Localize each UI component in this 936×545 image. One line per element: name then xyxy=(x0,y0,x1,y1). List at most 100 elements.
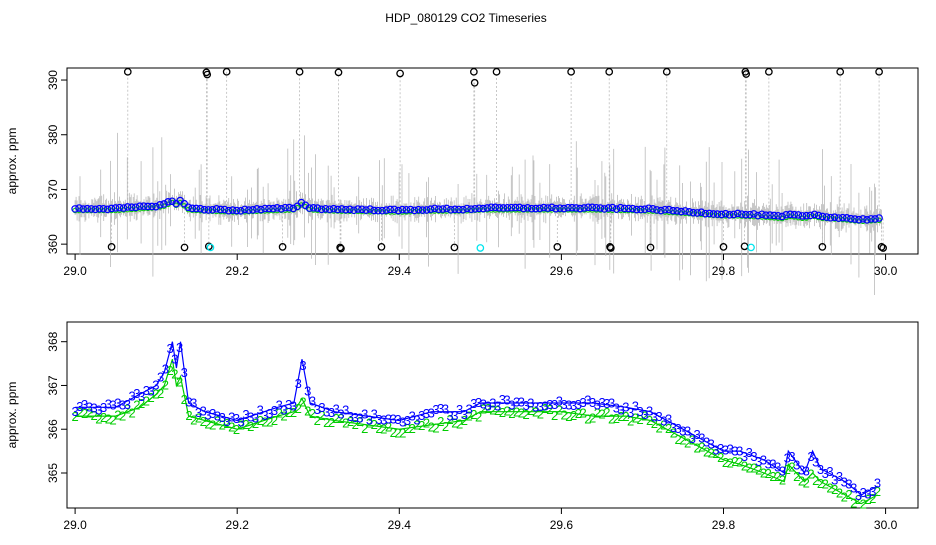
series-marker: 3 xyxy=(309,393,316,408)
blue-point xyxy=(830,213,839,221)
outlier-point xyxy=(606,244,615,252)
series-marker: 2 xyxy=(803,475,810,490)
series-marker: 2 xyxy=(594,406,601,421)
series-marker: 2 xyxy=(342,415,349,430)
blue-point xyxy=(818,212,827,221)
series-marker: 3 xyxy=(532,400,539,415)
blue-point xyxy=(390,205,399,214)
blue-point xyxy=(681,207,689,215)
series-marker: 2 xyxy=(665,421,672,436)
blue-point xyxy=(774,211,782,220)
series-marker: 3 xyxy=(746,445,753,460)
series-marker: 3 xyxy=(276,398,283,413)
blue-point xyxy=(794,211,803,219)
series-marker: 2 xyxy=(518,406,525,421)
series-marker: 3 xyxy=(442,401,449,416)
series-marker: 3 xyxy=(152,377,159,392)
series-marker: 2 xyxy=(641,409,648,424)
series-marker: 3 xyxy=(836,469,843,484)
series-marker: 2 xyxy=(228,420,235,435)
blue-point xyxy=(87,205,96,213)
series-marker: 3 xyxy=(646,404,653,419)
blue-point xyxy=(746,210,754,219)
series-marker: 3 xyxy=(432,402,439,417)
blue-point xyxy=(649,204,657,213)
series-marker: 3 xyxy=(817,462,824,477)
blue-point xyxy=(798,212,807,220)
x-tick-label: 29.0 xyxy=(63,518,87,532)
series-marker: 2 xyxy=(765,466,772,481)
series-marker: 3 xyxy=(470,396,477,411)
series-marker: 3 xyxy=(779,463,786,478)
blue-point xyxy=(115,203,124,212)
blue-point xyxy=(366,205,374,213)
series-marker: 3 xyxy=(655,409,662,424)
top-smoothed-series xyxy=(71,196,883,225)
outlier-point xyxy=(396,69,404,78)
series-marker: 3 xyxy=(451,408,458,423)
blue-point xyxy=(717,210,726,219)
series-marker: 3 xyxy=(689,431,696,446)
outlier-point xyxy=(278,243,287,251)
series-marker: 3 xyxy=(812,455,819,470)
blue-point xyxy=(790,210,799,219)
blue-point xyxy=(713,210,722,218)
y-tick-label: 367 xyxy=(46,375,60,395)
series-marker: 3 xyxy=(242,407,249,422)
series-marker: 2 xyxy=(290,405,297,420)
blue-point xyxy=(770,211,778,220)
outlier-point xyxy=(646,243,655,252)
outlier-point xyxy=(123,67,132,76)
series-marker: 3 xyxy=(622,399,629,414)
blue-point xyxy=(697,208,706,216)
series-marker: 3 xyxy=(81,397,88,412)
series-marker: 3 xyxy=(807,449,814,464)
bottom-series-lines xyxy=(75,341,878,505)
series-marker: 3 xyxy=(200,403,207,418)
series-marker: 2 xyxy=(727,456,734,471)
blue-point xyxy=(350,206,358,215)
series-marker: 3 xyxy=(546,397,553,412)
series-marker: 2 xyxy=(247,419,254,434)
blue-point xyxy=(665,205,673,214)
blue-point xyxy=(806,211,815,220)
blue-point xyxy=(855,215,863,224)
series-marker: 3 xyxy=(594,397,601,412)
series-marker: 3 xyxy=(518,394,525,409)
series-marker: 3 xyxy=(176,340,183,355)
series-marker: 2 xyxy=(807,467,814,482)
series-marker: 2 xyxy=(575,406,582,421)
blue-point xyxy=(588,203,597,212)
series-marker: 3 xyxy=(105,397,112,412)
outlier-point xyxy=(662,67,671,76)
outlier-point xyxy=(204,242,213,251)
series-marker: 2 xyxy=(176,375,183,390)
series-marker: 2 xyxy=(831,482,838,497)
series-marker: 3 xyxy=(223,414,230,429)
series-marker: 2 xyxy=(432,420,439,435)
series-marker: 2 xyxy=(152,386,159,401)
x-tick-label: 29.2 xyxy=(226,518,250,532)
blue-point xyxy=(269,204,277,213)
series-marker: 3 xyxy=(513,394,520,409)
series-marker: 3 xyxy=(793,458,800,473)
blue-point xyxy=(645,204,653,213)
series-marker: 3 xyxy=(76,399,83,414)
series-marker: 2 xyxy=(513,404,520,419)
series-marker: 3 xyxy=(171,351,178,366)
blue-point xyxy=(289,204,298,213)
outlier-point xyxy=(203,70,212,79)
blue-point xyxy=(196,204,205,213)
blue-point xyxy=(778,212,786,221)
series-marker: 3 xyxy=(447,408,454,423)
series-marker: 3 xyxy=(712,443,719,458)
blue-point xyxy=(418,206,427,214)
series-marker: 3 xyxy=(641,407,648,422)
series-marker: 3 xyxy=(561,397,568,412)
series-marker: 2 xyxy=(546,402,553,417)
series-marker: 3 xyxy=(551,397,558,412)
series-marker: 2 xyxy=(100,410,107,425)
blue-point xyxy=(430,204,439,213)
series-marker: 3 xyxy=(337,407,344,422)
